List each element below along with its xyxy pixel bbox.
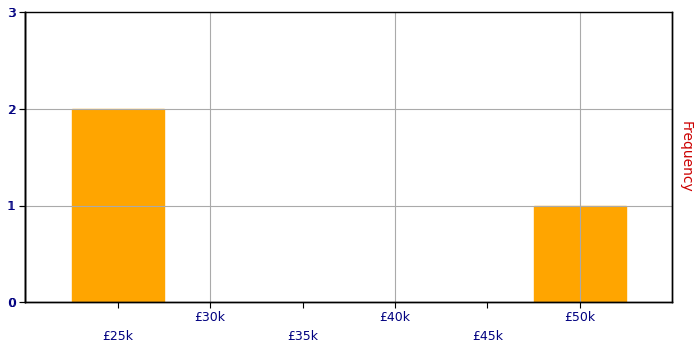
Bar [71,109,164,302]
Y-axis label: Frequency: Frequency [679,121,693,193]
Bar [533,205,626,302]
